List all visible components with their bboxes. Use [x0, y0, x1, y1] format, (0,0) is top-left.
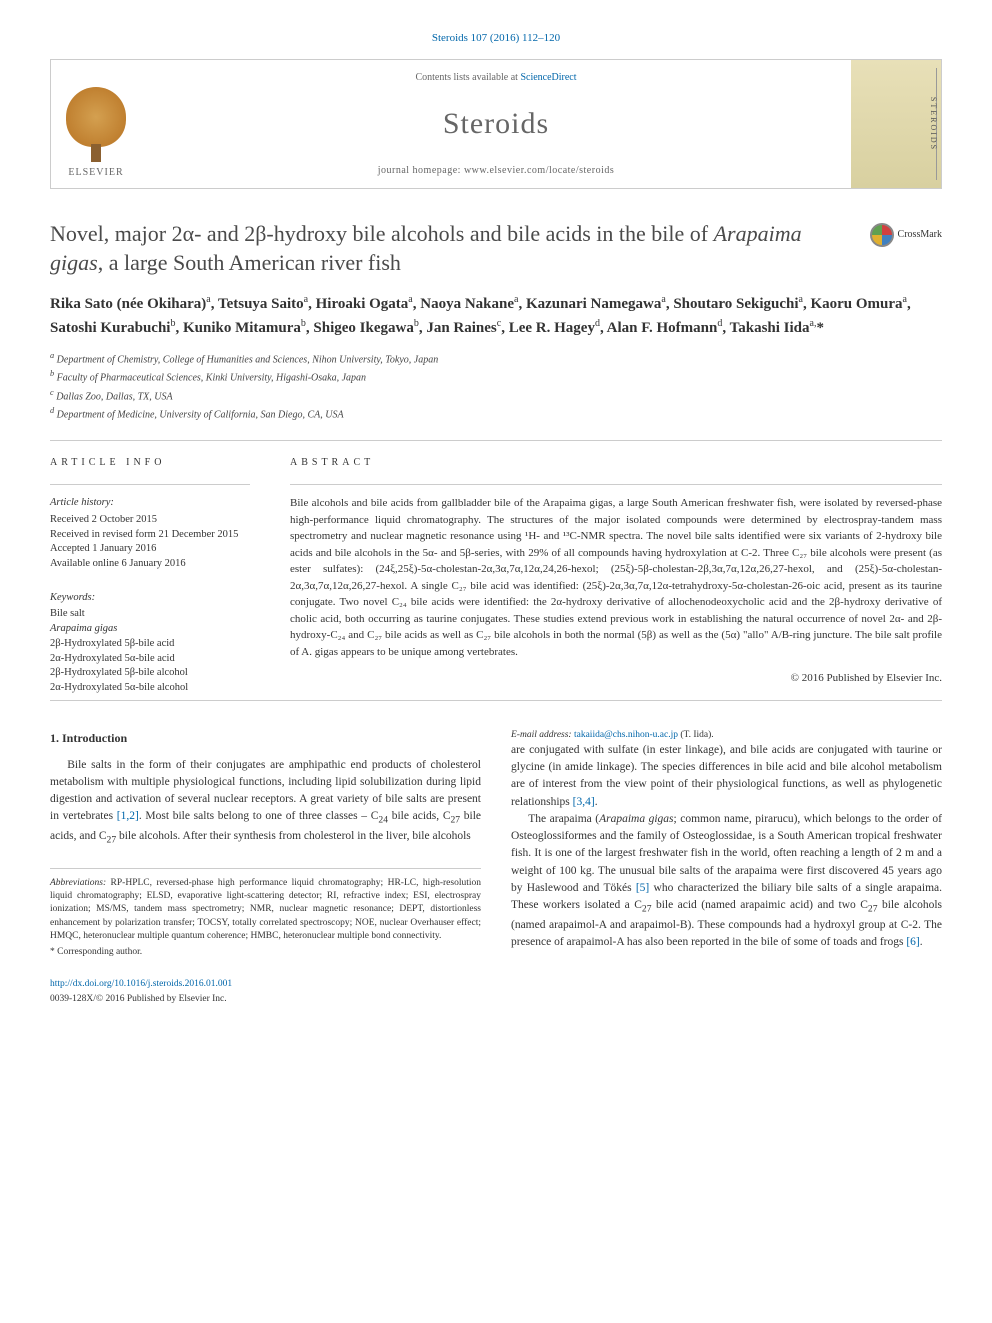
keyword-item: Arapaima gigas — [50, 622, 250, 637]
history-accepted: Accepted 1 January 2016 — [50, 542, 250, 557]
email-footnote: E-mail address: takaiida@chs.nihon-u.ac.… — [511, 729, 942, 742]
affiliation-b: b Faculty of Pharmaceutical Sciences, Ki… — [50, 368, 942, 385]
page-footer: http://dx.doi.org/10.1016/j.steroids.201… — [50, 977, 942, 1006]
divider-after-abstract — [50, 700, 942, 701]
body-paragraph: The arapaima (Arapaima gigas; common nam… — [511, 811, 942, 951]
keyword-item: Bile salt — [50, 607, 250, 622]
keyword-item: 2β-Hydroxylated 5β-bile acid — [50, 637, 250, 652]
article-title: Novel, major 2α- and 2β-hydroxy bile alc… — [50, 219, 858, 278]
journal-header: ELSEVIER Contents lists available at Sci… — [50, 59, 942, 189]
homepage-prefix: journal homepage: — [378, 165, 464, 176]
history-online: Available online 6 January 2016 — [50, 557, 250, 572]
sciencedirect-link[interactable]: ScienceDirect — [520, 72, 576, 83]
journal-name: Steroids — [161, 101, 831, 146]
section-heading-intro: 1. Introduction — [50, 729, 481, 747]
header-middle: Contents lists available at ScienceDirec… — [141, 60, 851, 188]
history-revised: Received in revised form 21 December 201… — [50, 528, 250, 543]
crossmark-icon — [870, 223, 894, 247]
cover-side-label: STEROIDS — [927, 96, 939, 150]
keyword-item: 2β-Hydroxylated 5β-bile alcohol — [50, 666, 250, 681]
affiliation-c: c Dallas Zoo, Dallas, TX, USA — [50, 387, 942, 404]
body-paragraph: Bile salts in the form of their conjugat… — [50, 757, 481, 848]
keywords-heading: Keywords: — [50, 590, 250, 606]
journal-cover-thumbnail: STEROIDS — [851, 60, 941, 188]
corresponding-author-footnote: * Corresponding author. — [50, 946, 481, 959]
contents-available-line: Contents lists available at ScienceDirec… — [161, 70, 831, 85]
doi-link[interactable]: http://dx.doi.org/10.1016/j.steroids.201… — [50, 979, 232, 989]
history-heading: Article history: — [50, 495, 250, 511]
body-paragraph: are conjugated with sulfate (in ester li… — [511, 742, 942, 811]
affiliation-a: a Department of Chemistry, College of Hu… — [50, 350, 942, 367]
history-received: Received 2 October 2015 — [50, 513, 250, 528]
journal-homepage-line: journal homepage: www.elsevier.com/locat… — [161, 163, 831, 178]
publisher-logo-block: ELSEVIER — [51, 60, 141, 188]
ref-link[interactable]: [6] — [906, 936, 919, 948]
elsevier-tree-icon — [66, 87, 126, 147]
ref-link[interactable]: [3,4] — [573, 796, 595, 808]
affiliations-block: a Department of Chemistry, College of Hu… — [50, 350, 942, 422]
divider-top — [50, 440, 942, 441]
crossmark-label: CrossMark — [898, 227, 942, 242]
journal-reference: Steroids 107 (2016) 112–120 — [50, 30, 942, 47]
abstract-copyright: © 2016 Published by Elsevier Inc. — [290, 670, 942, 687]
abstract-divider — [290, 484, 942, 485]
issn-copyright-line: 0039-128X/© 2016 Published by Elsevier I… — [50, 994, 227, 1004]
article-info-column: ARTICLE INFO Article history: Received 2… — [50, 455, 250, 695]
abstract-heading: ABSTRACT — [290, 455, 942, 470]
abbreviations-footnote: Abbreviations: RP-HPLC, reversed-phase h… — [50, 877, 481, 943]
publisher-name: ELSEVIER — [68, 165, 123, 180]
email-link[interactable]: takaiida@chs.nihon-u.ac.jp — [574, 730, 678, 740]
abstract-text: Bile alcohols and bile acids from gallbl… — [290, 495, 942, 660]
ref-link[interactable]: [1,2] — [117, 810, 139, 822]
keyword-item: 2α-Hydroxylated 5α-bile acid — [50, 652, 250, 667]
article-meta-row: ARTICLE INFO Article history: Received 2… — [50, 455, 942, 695]
author-list: Rika Sato (née Okihara)a, Tetsuya Saitoa… — [50, 292, 942, 340]
ref-link[interactable]: [5] — [636, 882, 649, 894]
crossmark-badge[interactable]: CrossMark — [870, 223, 942, 247]
keyword-item: 2α-Hydroxylated 5α-bile alcohol — [50, 681, 250, 696]
info-divider — [50, 484, 250, 485]
homepage-url[interactable]: www.elsevier.com/locate/steroids — [464, 165, 614, 176]
article-info-heading: ARTICLE INFO — [50, 455, 250, 470]
abstract-column: ABSTRACT Bile alcohols and bile acids fr… — [290, 455, 942, 695]
affiliation-d: d Department of Medicine, University of … — [50, 405, 942, 422]
body-two-column: 1. Introduction Bile salts in the form o… — [50, 729, 942, 960]
contents-prefix: Contents lists available at — [415, 72, 520, 83]
